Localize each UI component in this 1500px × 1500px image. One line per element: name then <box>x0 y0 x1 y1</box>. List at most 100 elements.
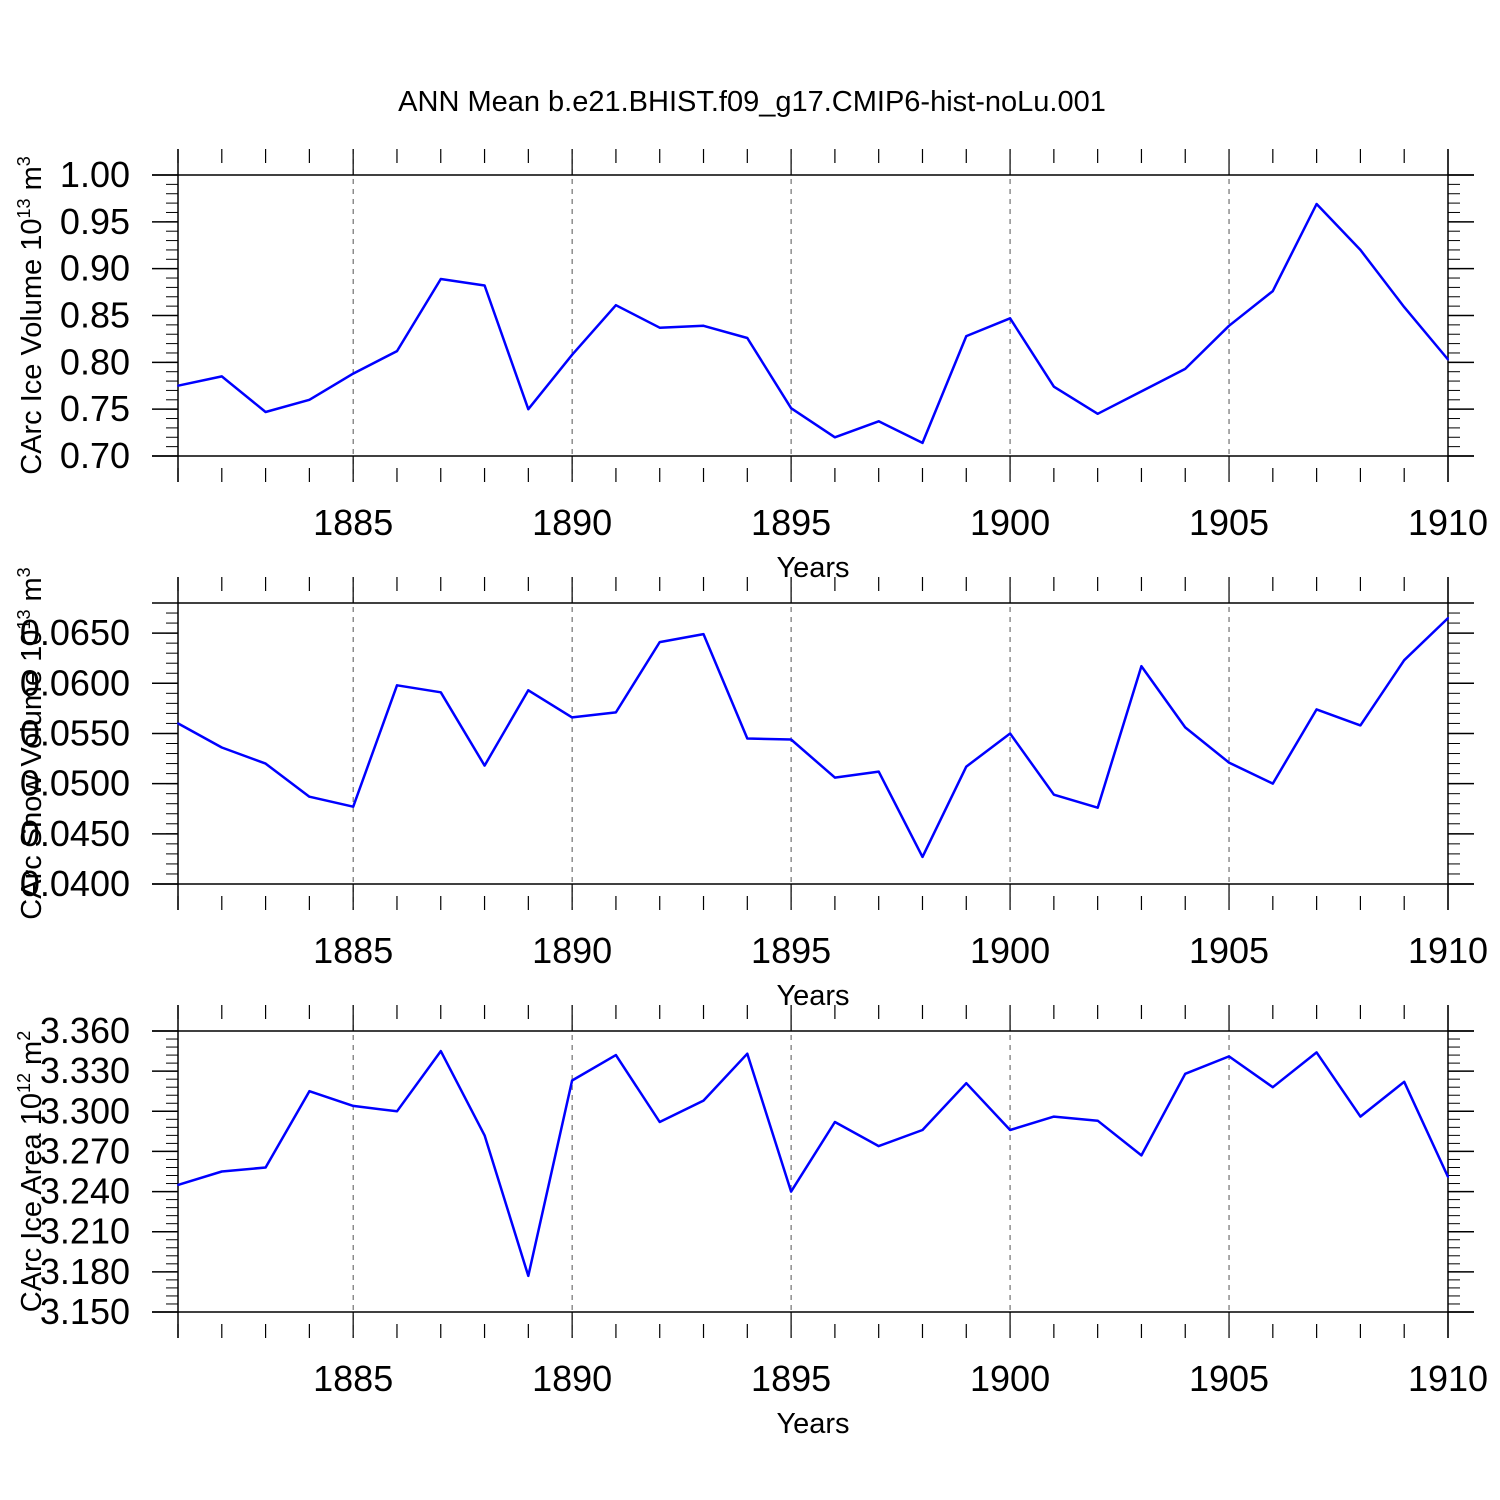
x-tick-label: 1910 <box>1408 502 1488 543</box>
data-point <box>527 689 530 692</box>
data-point <box>439 1050 442 1053</box>
series-line <box>177 202 1449 445</box>
data-point <box>483 284 486 287</box>
x-tick-label: 1885 <box>313 1358 393 1399</box>
y-tick-label: 0.75 <box>60 388 130 429</box>
data-point <box>1359 248 1362 251</box>
y-tick-label: 0.85 <box>60 295 130 336</box>
x-tick-label: 1905 <box>1189 930 1269 971</box>
data-point <box>746 1052 749 1055</box>
data-point <box>1359 1115 1362 1118</box>
data-point <box>746 336 749 339</box>
y-tick-label: 0.0550 <box>20 712 130 753</box>
y-axis-label-superscript: 13 <box>14 198 34 218</box>
data-point <box>921 1129 924 1132</box>
data-point <box>220 1170 223 1173</box>
y-tick-label: 3.270 <box>40 1130 130 1171</box>
data-point <box>571 716 574 719</box>
chart-title: ANN Mean b.e21.BHIST.f09_g17.CMIP6-hist-… <box>398 86 1106 118</box>
y-tick-label: 0.70 <box>60 435 130 476</box>
data-point <box>1447 617 1449 620</box>
data-point <box>395 1110 398 1113</box>
data-point <box>1315 1051 1318 1054</box>
data-point <box>1184 1072 1187 1075</box>
y-tick-label: 3.300 <box>40 1090 130 1131</box>
data-point <box>1009 317 1012 320</box>
data-point <box>264 762 267 765</box>
y-tick-label: 0.95 <box>60 201 130 242</box>
y-axis-label: CArc Snow Volume 1013 m3 <box>14 567 48 919</box>
data-point <box>746 737 749 740</box>
data-point <box>790 407 793 410</box>
x-tick-label: 1910 <box>1408 930 1488 971</box>
data-point <box>177 384 179 387</box>
y-axis-label-superscript: 2 <box>14 1031 34 1041</box>
data-point <box>395 684 398 687</box>
x-tick-label: 1900 <box>970 930 1050 971</box>
data-point <box>1096 1119 1099 1122</box>
data-point <box>1315 708 1318 711</box>
data-point <box>177 1183 179 1186</box>
data-point <box>790 1190 793 1193</box>
data-point <box>1228 761 1231 764</box>
y-axis-label-superscript: 13 <box>14 610 34 630</box>
x-axis-label: Years <box>776 1408 849 1440</box>
data-point <box>352 805 355 808</box>
data-point <box>1447 358 1449 361</box>
data-point <box>702 1099 705 1102</box>
data-point <box>1052 793 1055 796</box>
data-point <box>220 375 223 378</box>
data-point <box>833 776 836 779</box>
y-tick-label: 0.0650 <box>20 612 130 653</box>
x-tick-label: 1890 <box>532 1358 612 1399</box>
data-point <box>658 326 661 329</box>
data-point <box>614 304 617 307</box>
data-point <box>965 1082 968 1085</box>
data-point <box>1140 390 1143 393</box>
data-point <box>658 641 661 644</box>
y-axis-label-superscript: 3 <box>14 567 34 577</box>
data-point <box>1359 724 1362 727</box>
y-tick-label: 0.0400 <box>20 863 130 904</box>
x-tick-label: 1895 <box>751 930 831 971</box>
data-point <box>702 324 705 327</box>
y-axis-label-text: m <box>16 1041 48 1073</box>
data-point <box>483 1134 486 1137</box>
x-tick-label: 1905 <box>1189 502 1269 543</box>
x-tick-label: 1885 <box>313 502 393 543</box>
data-point <box>527 408 530 411</box>
data-point <box>1096 806 1099 809</box>
y-tick-label: 0.0600 <box>20 662 130 703</box>
data-point <box>1052 1115 1055 1118</box>
data-point <box>1447 1175 1449 1178</box>
y-axis-label-text: CArc Ice Area 10 <box>16 1093 48 1312</box>
series-line <box>177 617 1449 859</box>
y-axis-label-text: CArc Ice Volume 10 <box>16 218 48 474</box>
data-point <box>1271 290 1274 293</box>
data-point <box>177 722 179 725</box>
y-tick-label: 3.150 <box>40 1291 130 1332</box>
data-point <box>1009 1129 1012 1132</box>
x-tick-label: 1890 <box>532 502 612 543</box>
data-point <box>308 398 311 401</box>
x-tick-label: 1885 <box>313 930 393 971</box>
data-point <box>1009 732 1012 735</box>
panel-snow-volume: 0.0400 0.0450 0.0500 0.0550 0.0600 0.0650 1885… <box>14 567 1488 1012</box>
x-tick-label: 1910 <box>1408 1358 1488 1399</box>
y-axis-label-text: m <box>16 577 48 609</box>
data-point <box>833 436 836 439</box>
data-point <box>352 372 355 375</box>
data-point <box>1184 726 1187 729</box>
y-axis-label: CArc Ice Volume 1013 m3 <box>14 156 48 475</box>
y-tick-label: 0.0500 <box>20 763 130 804</box>
data-point <box>308 1090 311 1093</box>
data-point <box>833 1120 836 1123</box>
data-point <box>965 335 968 338</box>
y-tick-label: 1.00 <box>60 154 130 195</box>
y-axis-label: CArc Ice Area 1012 m2 <box>14 1031 48 1312</box>
data-point <box>1184 367 1187 370</box>
panel-ice-volume: 0.70 0.75 0.80 0.85 0.90 0.95 1.00 1885 1890 1895… <box>14 149 1488 584</box>
data-point <box>1140 665 1143 668</box>
